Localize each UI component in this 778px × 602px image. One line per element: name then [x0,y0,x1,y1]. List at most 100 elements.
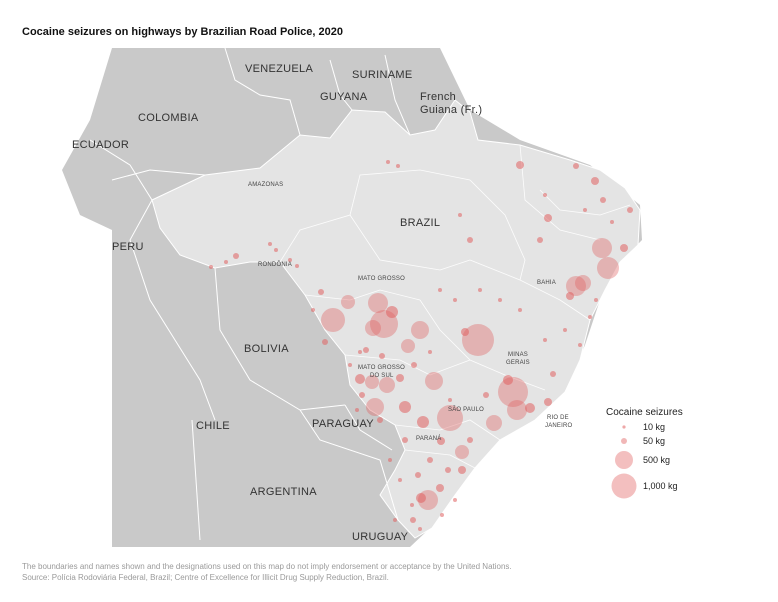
country-label-colombia: COLOMBIA [138,112,199,124]
legend-label-500kg: 500 kg [643,455,671,465]
legend-circle-500kg [615,451,633,469]
seizure-bubble [415,472,421,478]
seizure-bubble [274,248,278,252]
country-label-ecuador: ECUADOR [72,139,129,151]
state-label-mato-grosso: MATO GROSSO [358,276,405,282]
seizure-bubble [377,417,383,423]
country-borders [89,47,411,541]
seizure-bubble [467,237,473,243]
seizure-bubble [396,374,404,382]
seizure-bubble [498,377,528,407]
seizure-bubble [516,161,524,169]
seizure-bubble [543,338,547,342]
seizure-bubble [461,328,469,336]
state-label-mato-grosso-do-sul: MATO GROSSO [358,365,405,371]
seizure-bubble [566,292,574,300]
seizure-bubble [467,437,473,443]
seizure-bubble [322,339,328,345]
seizure-bubble [359,392,365,398]
seizure-bubble [318,289,324,295]
seizure-bubble [321,308,345,332]
seizure-bubble [358,350,362,354]
seizure-bubble [355,374,365,384]
state-label-rio-de-janeiro: RIO DE [547,415,569,421]
seizure-bubble [455,445,469,459]
seizure-bubble [295,264,299,268]
country-label-chile: CHILE [196,420,230,432]
state-label-rio-de-janeiro-2: JANEIRO [545,423,573,429]
seizure-bubble [578,343,582,347]
seizure-bubble [416,493,426,503]
country-label-brazil: BRAZIL [400,217,440,229]
map-title: Cocaine seizures on highways by Brazilia… [22,26,343,38]
seizure-bubble [462,324,494,356]
seizure-bubble [411,362,417,368]
seizure-bubble [348,363,352,367]
seizure-bubble [440,513,444,517]
legend-title: Cocaine seizures [606,407,683,418]
seizure-bubble [544,214,552,222]
seizure-bubble [525,403,535,413]
seizure-bubble [453,298,457,302]
seizure-bubble [386,160,390,164]
country-label-paraguay: PARAGUAY [312,418,374,430]
seizure-bubble [583,208,587,212]
legend-circle-50kg [621,438,627,444]
seizure-bubble [379,353,385,359]
seizure-bubble [398,478,402,482]
seizure-bubble [627,207,633,213]
seizure-bubble [600,197,606,203]
country-label-peru: PERU [112,241,144,253]
seizure-bubble [396,164,400,168]
seizure-bubble [503,375,513,385]
seizure-bubble [597,257,619,279]
seizure-bubble [438,288,442,292]
seizure-bubble [368,293,388,313]
seizure-bubble [436,484,444,492]
seizure-bubble [575,275,591,291]
seizure-bubble [365,320,381,336]
seizure-bubble [417,416,429,428]
legend-label-10kg: 10 kg [643,422,666,432]
seizure-bubble [288,258,292,262]
seizure-bubble [386,306,398,318]
seizure-bubble [537,237,543,243]
seizure-bubble [410,503,414,507]
seizure-bubble [401,339,415,353]
brazil-territory [151,99,641,539]
seizure-bubble [486,415,502,431]
seizure-bubble [427,457,433,463]
state-label-mato-grosso-do-sul-2: DO SUL [370,373,394,379]
seizure-bubble [411,321,429,339]
seizure-bubble [366,398,384,416]
seizure-bubble [498,298,502,302]
seizure-bubble [437,437,445,445]
seizure-bubble [341,295,355,309]
country-label-french-guiana: French [420,91,456,103]
seizure-bubble [363,347,369,353]
seizure-bubble [399,401,411,413]
seizure-bubble [544,398,552,406]
state-label-sao-paulo: SÃO PAULO [448,406,484,413]
state-label-minas-gerais: MINAS [508,352,528,358]
legend-label-50kg: 50 kg [643,436,666,446]
seizure-bubble [563,328,567,332]
country-label-uruguay: URUGUAY [352,531,409,543]
legend-symbols [611,425,637,499]
seizure-bubble [507,400,527,420]
seizure-bubble [428,350,432,354]
seizure-bubble [458,213,462,217]
seizure-bubble [483,392,489,398]
seizure-bubble [388,458,392,462]
seizure-bubble [355,408,359,412]
seizure-bubble [550,371,556,377]
state-borders [279,144,631,469]
footer-source: Source: Polícia Rodoviária Federal, Braz… [22,573,389,582]
seizure-bubble [478,288,482,292]
seizure-bubble [610,220,614,224]
state-label-bahia: BAHIA [537,280,556,286]
seizure-bubble [518,308,522,312]
legend-label-1000kg: 1,000 kg [643,481,678,491]
seizure-bubble [365,375,379,389]
footer-disclaimer: The boundaries and names shown and the d… [22,562,512,571]
